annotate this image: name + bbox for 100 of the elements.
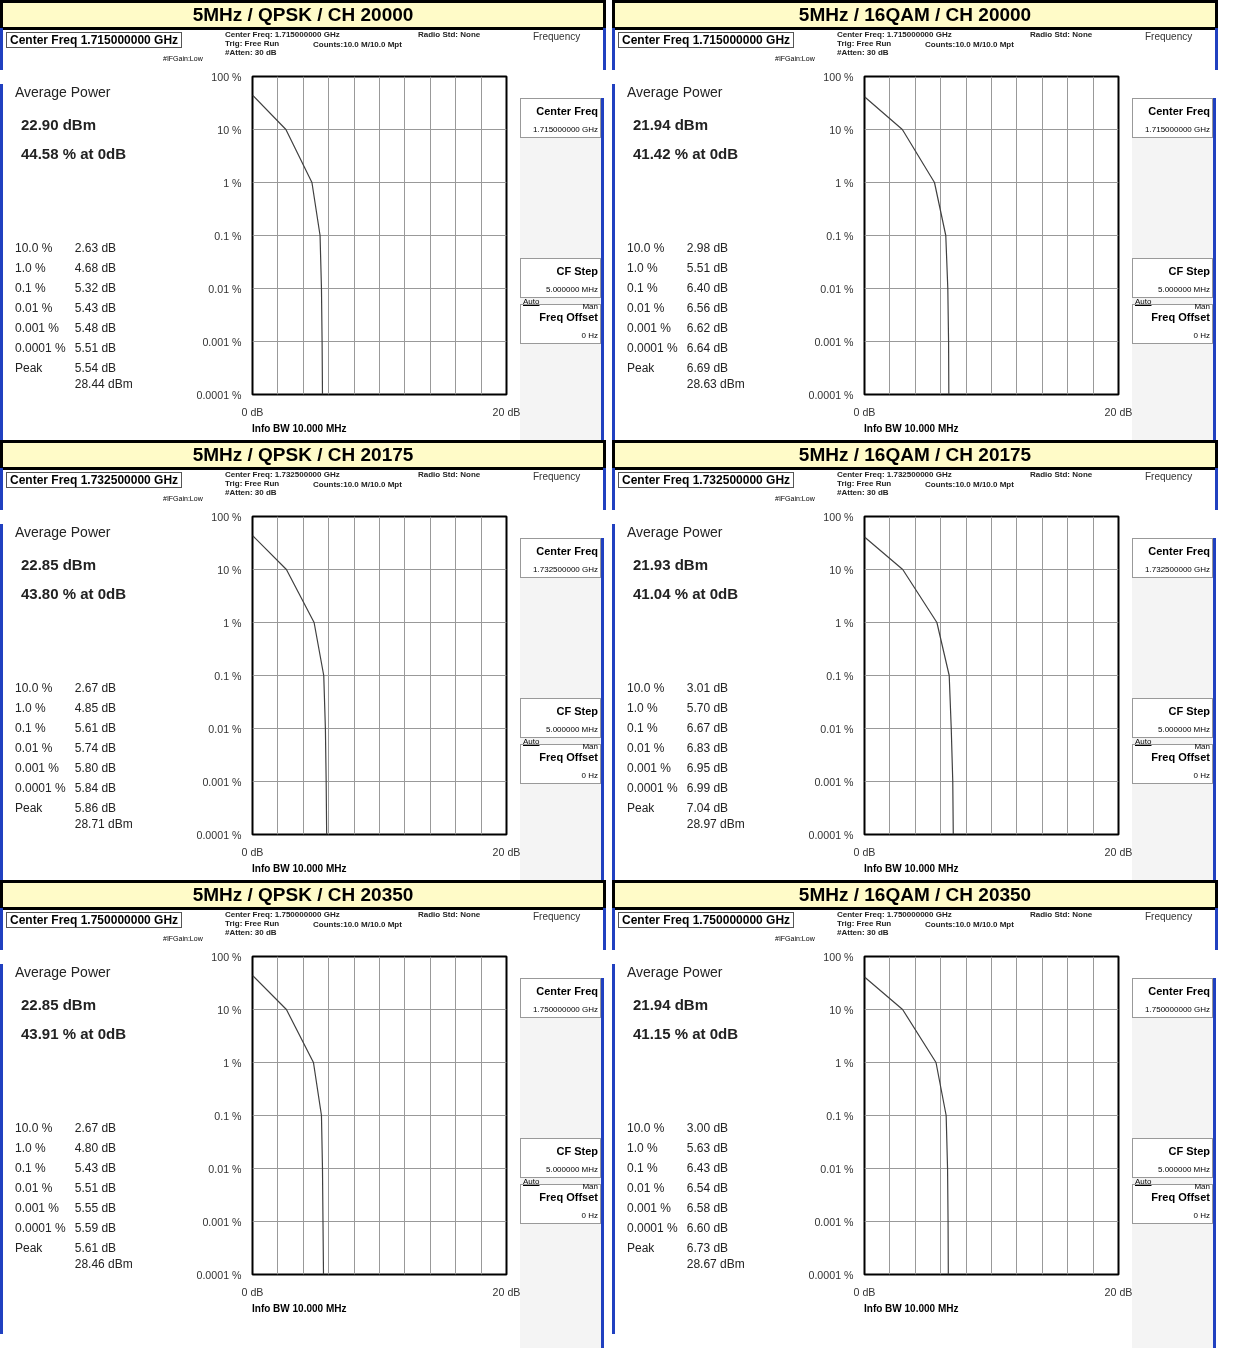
text: Man <box>1194 742 1210 752</box>
text: 1.0 % <box>627 260 659 277</box>
text: 21.94 dBm <box>633 996 710 1013</box>
text: 0.0001 % <box>15 1220 67 1237</box>
text: 5.43 dB <box>73 1160 118 1177</box>
text: Average Power <box>15 524 112 540</box>
y-tick-label: 0.01 % <box>208 722 243 735</box>
text: 0 Hz <box>1193 331 1210 341</box>
text: Freq Offset <box>1151 1191 1210 1203</box>
y-tick-label: 100 % <box>211 950 243 963</box>
text: 6.58 dB <box>685 1200 730 1217</box>
text: #Atten: 30 dB <box>225 48 277 57</box>
text: 43.80 % at 0dB <box>21 585 128 602</box>
text: 6.56 dB <box>685 300 730 317</box>
text: 28.67 dBm <box>685 1257 746 1271</box>
text: 0.001 % <box>15 320 61 337</box>
chart-title: 5MHz / QPSK / CH 20000 <box>0 0 606 30</box>
y-tick-label: 10 % <box>217 563 243 576</box>
text: 5.51 dB <box>73 1180 118 1197</box>
text: 1.715000000 GHz <box>533 125 598 135</box>
text: 0.01 % <box>15 300 54 317</box>
text: 5.000000 MHz <box>1157 1165 1210 1175</box>
text: 5.74 dB <box>73 740 118 757</box>
y-tick-label: 0.0001 % <box>196 1268 243 1281</box>
text: 0.1 % <box>15 280 47 297</box>
text: 1.750000000 GHz <box>1145 1005 1210 1015</box>
text: Freq Offset <box>1151 751 1210 763</box>
x-tick-label: 20 dB <box>1104 1285 1133 1298</box>
text: 6.60 dB <box>685 1220 730 1237</box>
x-tick-label: 0 dB <box>853 845 876 858</box>
text: Trig: Free Run <box>837 919 892 928</box>
text: 1.750000000 GHz <box>533 1005 598 1015</box>
text: 4.85 dB <box>73 700 118 717</box>
text: 4.80 dB <box>73 1140 118 1157</box>
y-tick-label: 100 % <box>211 70 243 83</box>
text: Center Freq 1.732500000 GHz <box>618 472 795 488</box>
y-tick-label: 1 % <box>835 176 855 189</box>
text: Peak <box>627 800 656 817</box>
text: 28.46 dBm <box>73 1257 134 1271</box>
text: 28.97 dBm <box>685 817 746 831</box>
text: Average Power <box>15 964 112 980</box>
text: 1.715000000 GHz <box>1145 125 1210 135</box>
y-tick-label: 0.1 % <box>826 1109 855 1122</box>
text: 28.44 dBm <box>73 377 134 391</box>
text: 41.04 % at 0dB <box>633 585 740 602</box>
text: Info BW 10.000 MHz <box>251 423 347 434</box>
text: 0.0001 % <box>627 1220 679 1237</box>
y-tick-label: 10 % <box>217 1003 243 1016</box>
text: Center Freq: 1.750000000 GHz <box>837 910 952 919</box>
text: Frequency <box>533 471 581 482</box>
y-tick-label: 10 % <box>217 123 243 136</box>
text: 5.000000 MHz <box>545 1165 598 1175</box>
text: 22.85 dBm <box>21 996 98 1013</box>
text: Average Power <box>627 524 724 540</box>
text: #Atten: 30 dB <box>225 488 277 497</box>
text: 0.001 % <box>627 1200 673 1217</box>
text: Average Power <box>15 84 112 100</box>
text: 6.95 dB <box>685 760 730 777</box>
text: #Atten: 30 dB <box>837 928 889 937</box>
text: 0.01 % <box>15 740 54 757</box>
text: 43.91 % at 0dB <box>21 1025 128 1042</box>
y-tick-label: 10 % <box>829 1003 855 1016</box>
text: 0.001 % <box>627 320 673 337</box>
text: Peak <box>627 1240 656 1257</box>
text: 5.51 dB <box>73 340 118 357</box>
text: 0.1 % <box>627 1160 659 1177</box>
y-tick-label: 0.0001 % <box>808 1268 855 1281</box>
text: CF Step <box>556 265 598 277</box>
text: 0.1 % <box>15 720 47 737</box>
text: 6.69 dB <box>685 360 730 377</box>
text: Center Freq <box>536 105 598 117</box>
text: Counts:10.0 M/10.0 Mpt <box>313 40 402 49</box>
text: 5.80 dB <box>73 760 118 777</box>
text: 7.04 dB <box>685 800 730 817</box>
text: 5.59 dB <box>73 1220 118 1237</box>
y-tick-label: 100 % <box>823 950 855 963</box>
text: 0.01 % <box>627 300 666 317</box>
text: Trig: Free Run <box>837 479 892 488</box>
text: 28.63 dBm <box>685 377 746 391</box>
text: Radio Std: None <box>418 910 481 919</box>
text: 5.43 dB <box>73 300 118 317</box>
text: 0.0001 % <box>15 780 67 797</box>
y-tick-label: 0.001 % <box>814 775 855 788</box>
text: 10.0 % <box>627 240 666 257</box>
y-tick-label: 0.0001 % <box>808 828 855 841</box>
text: Counts:10.0 M/10.0 Mpt <box>925 920 1014 929</box>
text: 10.0 % <box>15 1120 54 1137</box>
text: 41.15 % at 0dB <box>633 1025 740 1042</box>
text: 6.64 dB <box>685 340 730 357</box>
text: Center Freq: 1.732500000 GHz <box>837 470 952 479</box>
text: 44.58 % at 0dB <box>21 145 128 162</box>
text: 5.000000 MHz <box>545 285 598 295</box>
text: Frequency <box>1145 31 1193 42</box>
text: 10.0 % <box>15 680 54 697</box>
y-tick-label: 1 % <box>223 616 243 629</box>
text: Freq Offset <box>1151 311 1210 323</box>
y-tick-label: 0.1 % <box>826 229 855 242</box>
text: 6.62 dB <box>685 320 730 337</box>
text: 0.1 % <box>627 720 659 737</box>
text: Peak <box>627 360 656 377</box>
